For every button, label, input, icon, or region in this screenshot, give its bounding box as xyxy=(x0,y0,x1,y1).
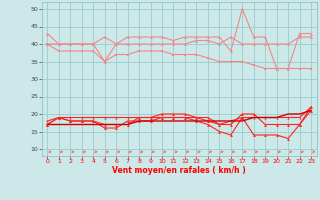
X-axis label: Vent moyen/en rafales ( km/h ): Vent moyen/en rafales ( km/h ) xyxy=(112,166,246,175)
